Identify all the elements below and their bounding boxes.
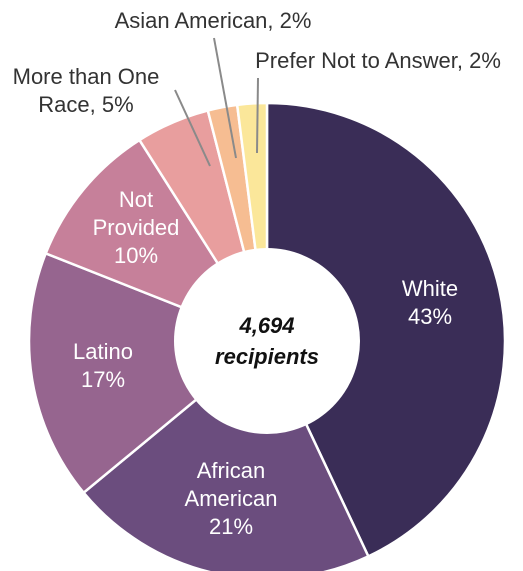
center-value: 4,694	[238, 313, 294, 338]
donut-hole	[174, 248, 360, 434]
label-african-american: African American 21%	[185, 458, 278, 539]
slice-labels: White 43% African American 21% Latino 17% Not Pr…	[13, 8, 501, 539]
slice-latino	[27, 251, 270, 495]
label-asian-american: Asian American, 2%	[115, 8, 312, 33]
leader-prefer-not-to-answer	[256, 77, 259, 154]
label-white: White 43%	[402, 276, 458, 329]
leader-more-than-one-race	[174, 89, 211, 167]
slice-white	[265, 101, 507, 559]
label-latino: Latino 17%	[73, 339, 133, 392]
center-unit: recipients	[215, 344, 319, 369]
label-not-provided: Not Provided 10%	[93, 187, 180, 268]
leader-lines	[174, 37, 259, 167]
slice-african-american	[81, 339, 370, 571]
label-more-than-one-race: More than One Race, 5%	[13, 64, 160, 117]
label-prefer-not-to-answer: Prefer Not to Answer, 2%	[255, 48, 501, 73]
leader-asian-american	[213, 37, 237, 159]
